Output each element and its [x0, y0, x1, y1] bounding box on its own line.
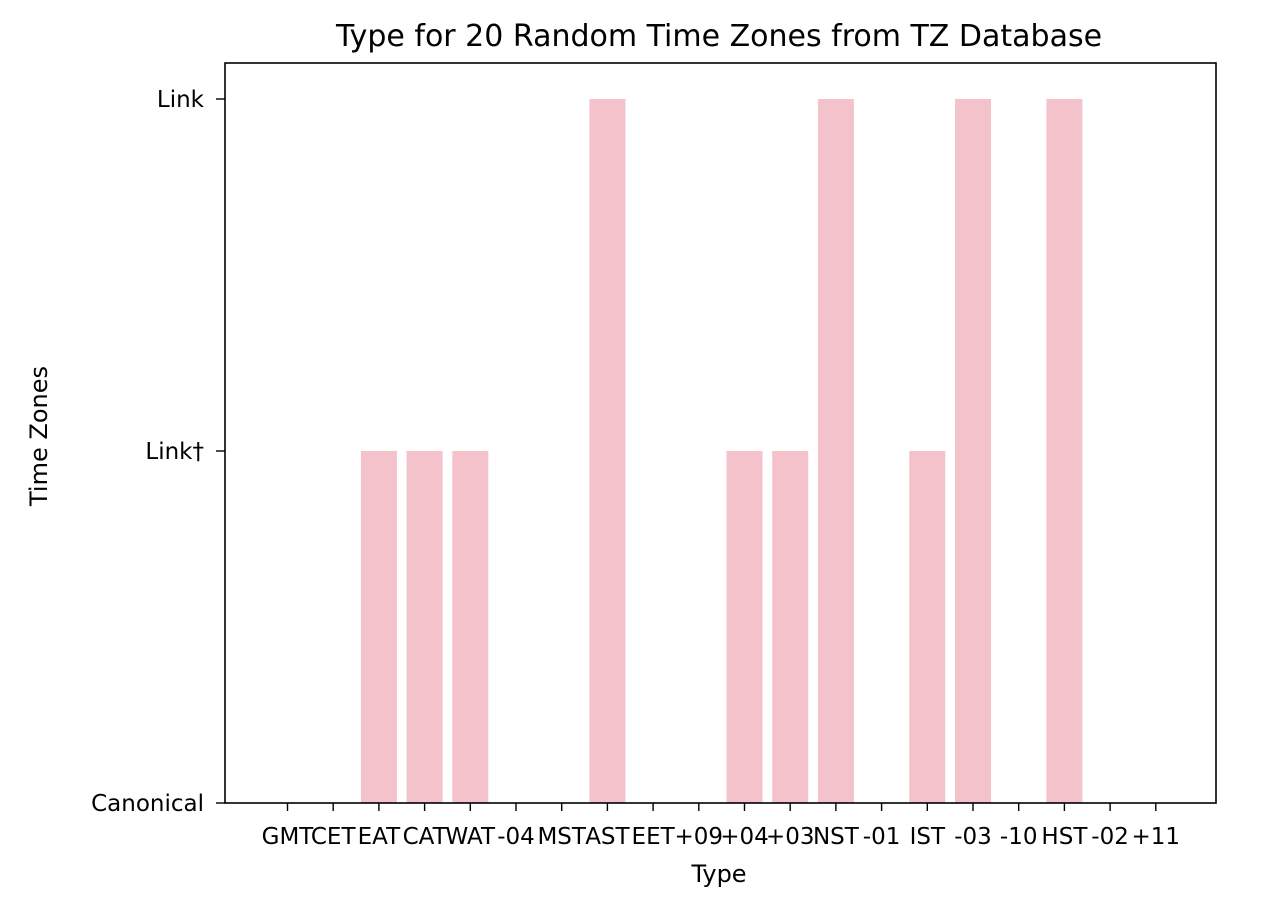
x-tick-label: IST: [910, 824, 946, 850]
x-tick-label: CET: [311, 824, 357, 850]
bar-NST: [817, 99, 854, 803]
x-tick-label: AST: [585, 824, 630, 850]
x-tick-label: -04: [497, 824, 535, 850]
x-tick-label: EAT: [358, 824, 401, 850]
x-tick-label: -02: [1091, 824, 1129, 850]
x-tick-label: +09: [675, 824, 724, 850]
x-tick-label: -01: [863, 824, 901, 850]
x-tick-label: +03: [766, 824, 815, 850]
bar-WAT: [452, 451, 489, 803]
bar-HST: [1046, 99, 1083, 803]
x-tick-label: MST: [537, 824, 586, 850]
x-tick-label: GMT: [262, 824, 315, 850]
x-tick-label: NST: [813, 824, 860, 850]
bar-CAT: [406, 451, 443, 803]
y-tick-label: Link†: [145, 439, 204, 465]
x-tick-label: HST: [1041, 824, 1088, 850]
bar--03: [955, 99, 991, 803]
y-tick-label: Link: [157, 87, 205, 113]
plot-frame: [224, 62, 1217, 804]
x-tick-label: -03: [954, 824, 992, 850]
x-tick-label: EET: [632, 824, 676, 850]
x-tick-label: +11: [1132, 824, 1181, 850]
bar-+04: [726, 451, 763, 803]
x-tick-label: WAT: [446, 824, 496, 850]
y-axis-label: Time Zones: [25, 366, 53, 507]
x-tick-label: -10: [1000, 824, 1038, 850]
chart-title: Type for 20 Random Time Zones from TZ Da…: [335, 19, 1102, 54]
y-axis: Canonical Link† Link: [91, 87, 225, 817]
bars-group: [360, 99, 1083, 803]
bar-AST: [589, 99, 626, 803]
y-tick-label: Canonical: [91, 791, 204, 817]
x-tick-label: +04: [720, 824, 769, 850]
bar-+03: [772, 451, 809, 803]
x-tick-label: CAT: [403, 824, 448, 850]
x-axis-label: Type: [690, 860, 746, 888]
bar-EAT: [360, 451, 397, 803]
bar-IST: [909, 451, 946, 803]
